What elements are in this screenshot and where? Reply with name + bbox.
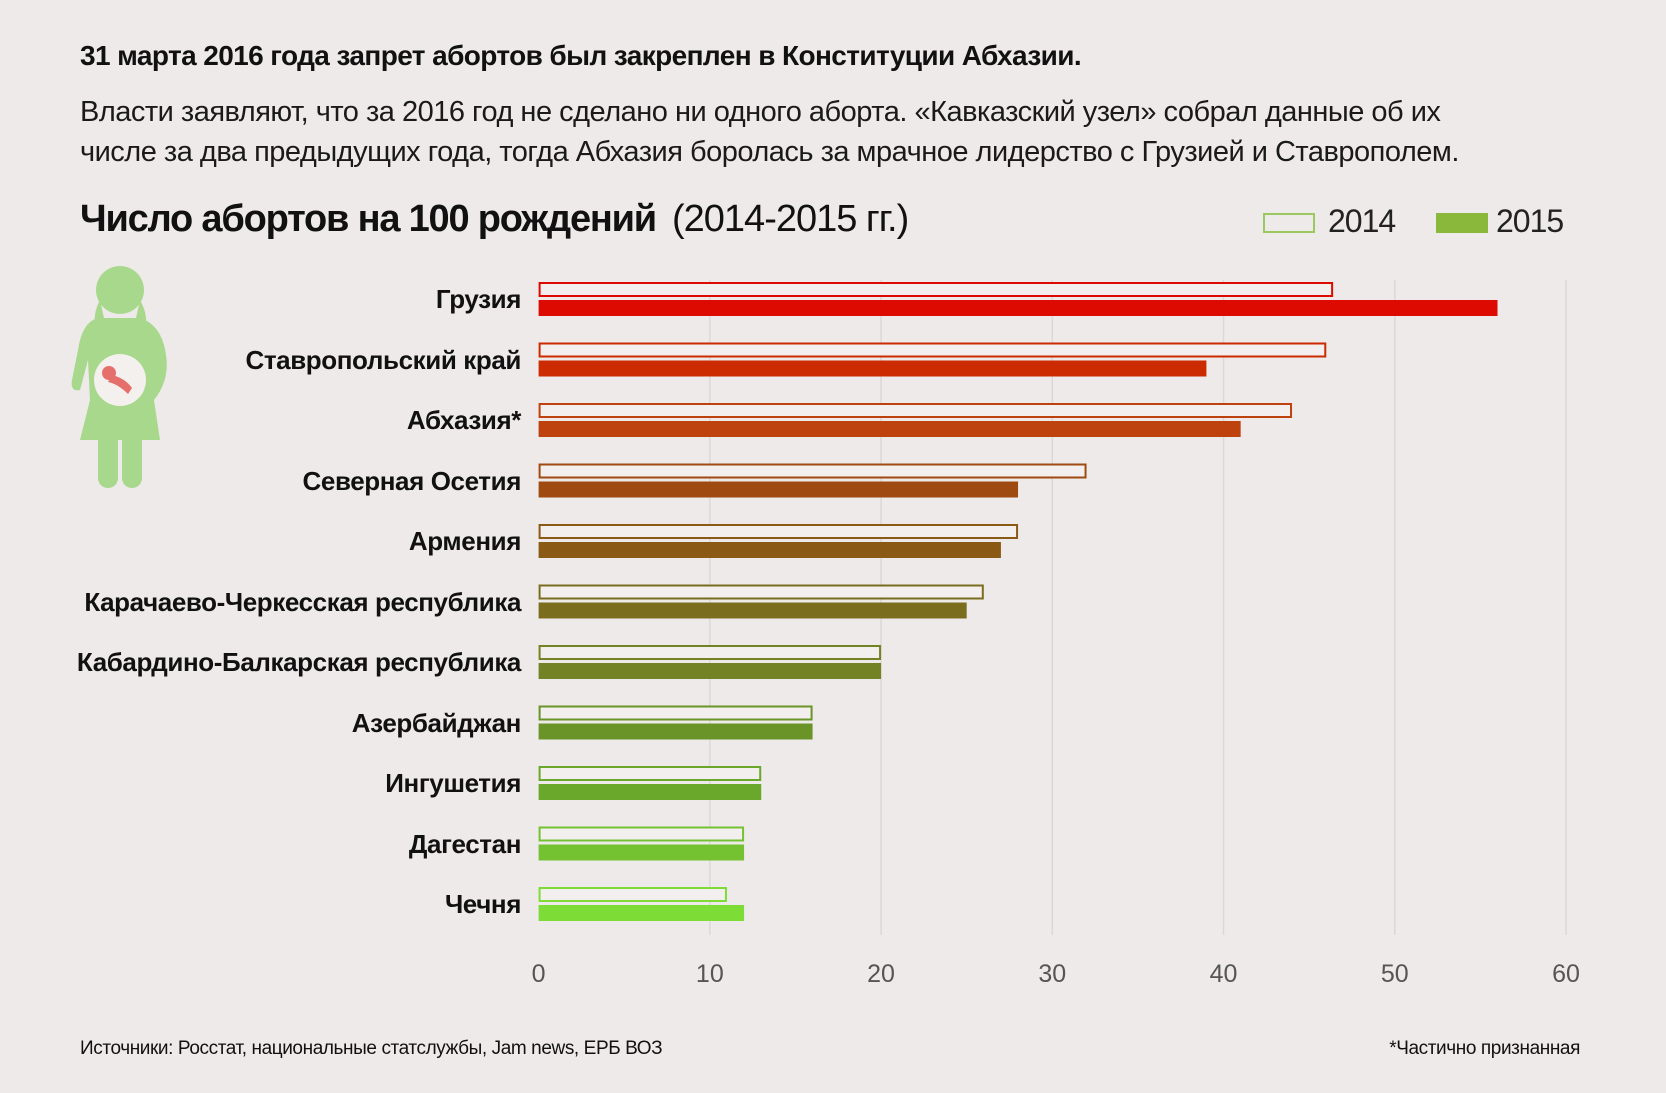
bar-2015	[538, 844, 745, 861]
bar-2015	[538, 300, 1498, 316]
legend-swatch-2015	[1436, 213, 1488, 233]
bar-2015	[538, 360, 1207, 377]
category-label: Ставропольский край	[245, 344, 521, 375]
subtitle-line-1: Власти заявляют, что за 2016 год не сдел…	[80, 96, 1441, 128]
legend-label-2014: 2014	[1328, 203, 1396, 239]
category-label: Грузия	[435, 284, 521, 314]
legend-label-2015: 2015	[1496, 203, 1564, 239]
x-tick-label: 20	[867, 960, 895, 988]
bar-2014	[538, 342, 1327, 358]
subtitle-line-2: числе за два предыдущих года, тогда Абха…	[80, 136, 1459, 168]
category-label: Дагестан	[408, 828, 521, 859]
x-tick-label: 30	[1038, 960, 1067, 988]
category-label: Армения	[408, 526, 521, 556]
category-label: Чечня	[444, 889, 521, 919]
category-label: Северная Осетия	[302, 465, 522, 496]
bar-2014	[538, 705, 813, 721]
category-label: Кабардино-Балкарская республика	[76, 647, 521, 677]
bar-2015	[538, 905, 745, 921]
source-note: Источники: Росстат, национальные статслу…	[80, 1038, 663, 1059]
x-tick-label: 10	[695, 960, 724, 988]
bar-2014	[538, 584, 984, 600]
legend-swatch-2014	[1263, 213, 1315, 233]
bar-2015	[538, 602, 967, 619]
category-label: Ингушетия	[385, 768, 521, 798]
bar-2015	[538, 481, 1019, 498]
category-label: Азербайджан	[351, 707, 522, 738]
bar-2015	[538, 421, 1241, 437]
bar-2014	[538, 826, 745, 842]
x-tick-label: 0	[531, 960, 546, 988]
headline: 31 марта 2016 года запрет абортов был за…	[80, 40, 1082, 71]
bar-2015	[538, 784, 762, 800]
category-label: Абхазия*	[406, 405, 521, 435]
pregnant-woman-icon	[71, 266, 167, 488]
category-label: Карачаево-Черкесская республика	[84, 586, 521, 617]
bar-2014	[538, 403, 1293, 418]
bar-2014	[538, 524, 1019, 539]
x-tick-label: 60	[1552, 960, 1580, 988]
bar-2015	[538, 723, 813, 740]
x-tick-label: 50	[1380, 960, 1409, 988]
bar-2014	[538, 645, 882, 660]
bar-2014	[538, 766, 762, 781]
chart-title-period: (2014-2015 гг.)	[672, 198, 909, 240]
bar-2015	[538, 542, 1001, 558]
footnote: *Частично признанная	[1389, 1038, 1580, 1059]
chart-title: Число абортов на 100 рождений	[80, 198, 657, 240]
bar-2015	[538, 663, 882, 679]
bar-2014	[538, 282, 1334, 297]
x-tick-label: 40	[1209, 960, 1238, 988]
bar-2014	[538, 463, 1087, 479]
bar-2014	[538, 887, 727, 902]
